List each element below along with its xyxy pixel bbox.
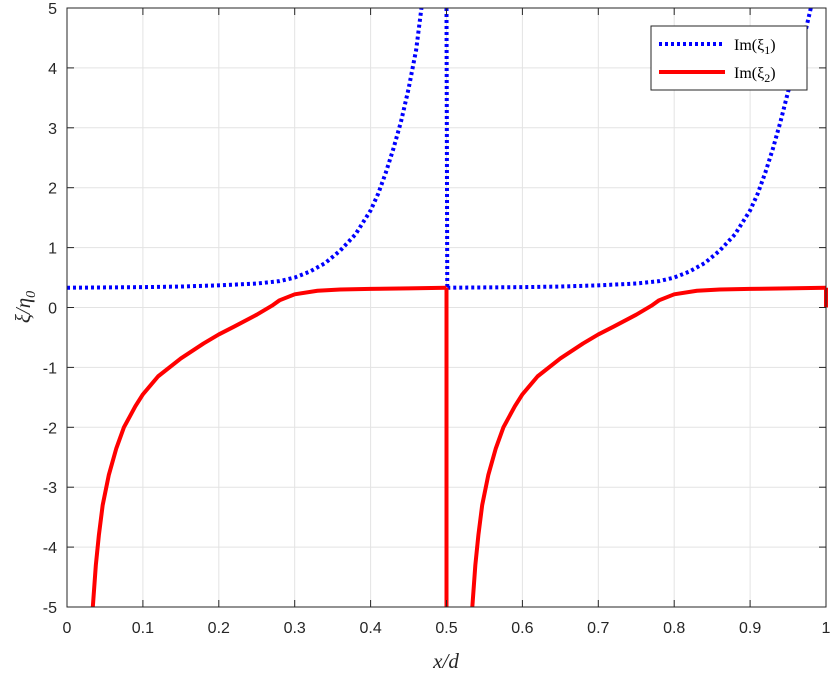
y-tick-label: 0 — [48, 301, 57, 318]
ticks — [66, 7, 827, 608]
y-tick-label: 1 — [48, 241, 57, 258]
tick-labels: 0 0.1 0.2 0.3 0.4 0.5 0.6 0.7 0.8 0.9 1 -5 -4 -3 -2 -1 0… — [43, 1, 830, 637]
x-tick-label: 0.4 — [359, 620, 381, 637]
x-tick-label: 0.3 — [284, 620, 306, 637]
y-axis-label: ξ/η — [11, 298, 35, 323]
legend: Im(ξ1) Im(ξ2) — [650, 25, 808, 91]
y-tick-label: -2 — [43, 420, 57, 437]
x-tick-label: 0.6 — [511, 620, 533, 637]
x-tick-label: 0.5 — [435, 620, 457, 637]
legend-box — [650, 25, 808, 91]
series-2-line — [470, 285, 827, 608]
y-tick-label: 4 — [48, 61, 57, 78]
y-tick-label: 5 — [48, 1, 57, 18]
y-axis-label-subscript: 0 — [24, 291, 39, 298]
x-tick-label: 1 — [822, 620, 830, 637]
legend-label-1: Im(ξ1) — [734, 37, 776, 57]
x-tick-label: 0.9 — [739, 620, 761, 637]
series-1-line — [66, 7, 424, 290]
y-tick-label: 2 — [48, 181, 57, 198]
y-tick-label: -4 — [43, 540, 57, 557]
series-2-line — [90, 285, 447, 608]
y-tick-label: -5 — [43, 600, 57, 617]
y-axis-label-group: ξ/η0 — [11, 291, 39, 323]
y-tick-label: -3 — [43, 480, 57, 497]
svg-text:ξ/η0: ξ/η0 — [11, 291, 39, 323]
y-tick-label: 3 — [48, 121, 57, 138]
legend-label-2: Im(ξ2) — [734, 65, 776, 85]
x-tick-label: 0.8 — [663, 620, 685, 637]
x-tick-label: 0.7 — [587, 620, 609, 637]
y-tick-label: -1 — [43, 360, 57, 377]
x-tick-label: 0 — [63, 620, 72, 637]
x-tick-label: 0.2 — [208, 620, 230, 637]
series-1-line — [447, 7, 813, 290]
x-tick-label: 0.1 — [132, 620, 154, 637]
series-1-line — [444, 7, 450, 288]
x-axis-label: x/d — [432, 649, 459, 673]
series-layer — [66, 7, 828, 608]
